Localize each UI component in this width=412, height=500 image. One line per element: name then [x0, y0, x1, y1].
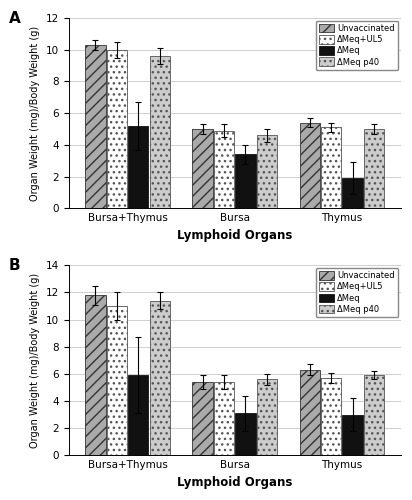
Bar	[128, 376, 148, 456]
Bar	[128, 126, 148, 208]
Bar	[150, 300, 170, 456]
Y-axis label: Organ Weight (mg)/Body Weight (g): Organ Weight (mg)/Body Weight (g)	[30, 26, 40, 201]
X-axis label: Lymphoid Organs: Lymphoid Organs	[177, 476, 293, 489]
Legend: Unvaccinated, ΔMeq+UL5, ΔMeq, ΔMeq p40: Unvaccinated, ΔMeq+UL5, ΔMeq, ΔMeq p40	[316, 268, 398, 317]
Bar	[107, 306, 127, 456]
Text: A: A	[9, 10, 21, 26]
Bar	[364, 376, 384, 456]
Bar	[342, 414, 363, 456]
Bar	[300, 122, 320, 208]
Bar	[257, 380, 277, 456]
Bar	[300, 370, 320, 456]
Bar	[235, 414, 255, 456]
Bar	[85, 45, 105, 208]
Bar	[192, 382, 213, 456]
Y-axis label: Organ Weight (mg)/Body Weight (g): Organ Weight (mg)/Body Weight (g)	[30, 273, 40, 448]
Bar	[150, 56, 170, 208]
Text: B: B	[9, 258, 21, 272]
Bar	[107, 50, 127, 208]
Bar	[235, 154, 255, 208]
Legend: Unvaccinated, ΔMeq+UL5, ΔMeq, ΔMeq p40: Unvaccinated, ΔMeq+UL5, ΔMeq, ΔMeq p40	[316, 20, 398, 70]
Bar	[85, 295, 105, 456]
Bar	[321, 378, 342, 456]
Bar	[214, 382, 234, 456]
Bar	[321, 128, 342, 208]
Bar	[364, 129, 384, 208]
X-axis label: Lymphoid Organs: Lymphoid Organs	[177, 228, 293, 241]
Bar	[257, 136, 277, 208]
Bar	[214, 130, 234, 208]
Bar	[342, 178, 363, 208]
Bar	[192, 129, 213, 208]
